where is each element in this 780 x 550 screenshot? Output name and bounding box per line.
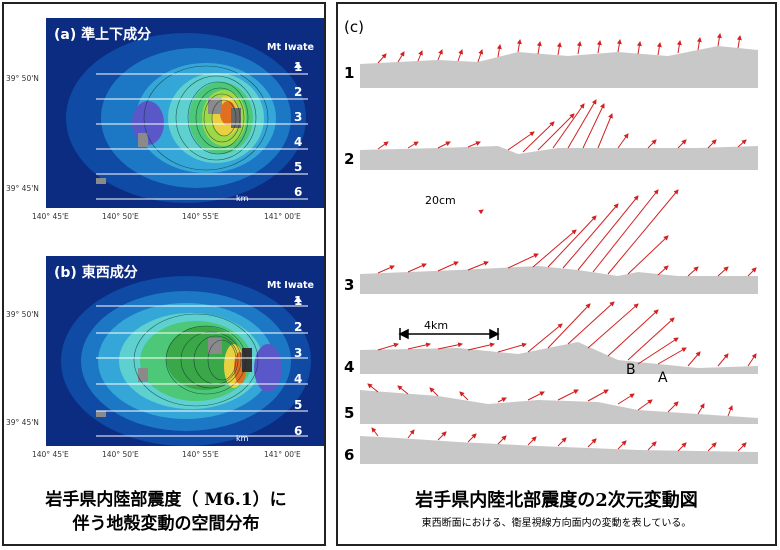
- longitude-label: 141° 00'E: [264, 212, 301, 221]
- vector-scale-arrow: [478, 209, 484, 215]
- latitude-label: 39° 45'N: [6, 418, 39, 427]
- left-panel: (a) 準上下成分 Mt Iwate 1 2 3 4 5 6 km 39° 50…: [2, 2, 326, 546]
- longitude-label: 140° 50'E: [102, 450, 139, 459]
- displacement-profiles: [360, 33, 758, 464]
- ground-profile-1: [360, 46, 758, 88]
- caption-line-1: 岩手県内陸部震度（ M6.1）に: [45, 490, 287, 510]
- profile-number: 4: [294, 135, 303, 149]
- longitude-label: 140° 55'E: [182, 212, 219, 221]
- profile-number: 3: [344, 276, 355, 294]
- latitude-label: 39° 45'N: [6, 184, 39, 193]
- profile-number: 1: [294, 60, 303, 74]
- profile-number: 5: [344, 404, 355, 422]
- profile-number: 1: [294, 294, 303, 308]
- right-subtitle: 東西断面における、衛星視線方向面内の変動を表している。: [421, 518, 692, 529]
- ground-profile-4: [360, 342, 758, 374]
- ground-profile-5: [360, 390, 758, 424]
- profile-number: 4: [344, 358, 355, 376]
- right-title: 岩手県内陸北部震度の2次元変動図: [415, 490, 698, 511]
- profile-number: 3: [294, 110, 303, 124]
- profile-number: 2: [294, 85, 303, 99]
- ground-profile-2: [360, 146, 758, 170]
- map-vertical-component: (a) 準上下成分 Mt Iwate 1 2 3 4 5 6 km: [46, 18, 324, 208]
- map-b-label: (b) 東西成分: [54, 265, 138, 281]
- ground-profile-6: [360, 436, 758, 464]
- map-east-west-component: (b) 東西成分 Mt Iwate 1 2 3 4 5 6 km: [46, 256, 324, 446]
- profile-number: 6: [344, 446, 355, 464]
- profile-number: 5: [294, 398, 303, 412]
- left-caption: 岩手県内陸部震度（ M6.1）に 伴う地殻変動の空間分布: [4, 488, 328, 536]
- profile-number: 2: [294, 320, 303, 334]
- ground-profile-3: [360, 266, 758, 294]
- panel-c-label: (c): [344, 18, 364, 36]
- scale-label: km: [236, 434, 249, 443]
- vector-scale-label: 20cm: [425, 194, 456, 207]
- longitude-label: 140° 50'E: [102, 212, 139, 221]
- distance-scale-label: 4km: [424, 319, 449, 332]
- right-panel: (c) 1 2 3 4 5 6 20cm 4km B A 岩手県内陸北部震度の2…: [336, 2, 777, 546]
- mt-iwate-label: Mt Iwate: [266, 280, 314, 291]
- profile-number: 3: [294, 346, 303, 360]
- point-a-label: A: [658, 370, 668, 386]
- longitude-label: 140° 45'E: [32, 450, 69, 459]
- latitude-label: 39° 50'N: [6, 310, 39, 319]
- displacement-arrows: [367, 33, 757, 452]
- profile-number: 1: [344, 64, 355, 82]
- point-b-label: B: [626, 362, 636, 378]
- profile-number: 2: [344, 150, 355, 168]
- scale-label: km: [236, 194, 249, 203]
- longitude-label: 140° 45'E: [32, 212, 69, 221]
- map-a-label: (a) 準上下成分: [54, 27, 152, 43]
- profile-number: 5: [294, 160, 303, 174]
- profile-number: 6: [294, 185, 303, 199]
- caption-line-2: 伴う地殻変動の空間分布: [72, 514, 260, 534]
- profile-number: 6: [294, 424, 303, 438]
- mt-iwate-label: Mt Iwate: [266, 42, 314, 53]
- distance-scale-bar: [398, 328, 500, 340]
- deformation-contour-map-a: [46, 18, 324, 208]
- profile-number: 4: [294, 372, 303, 386]
- deformation-contour-map-b: [46, 256, 324, 446]
- latitude-label: 39° 50'N: [6, 74, 39, 83]
- longitude-label: 140° 55'E: [182, 450, 219, 459]
- longitude-label: 141° 00'E: [264, 450, 301, 459]
